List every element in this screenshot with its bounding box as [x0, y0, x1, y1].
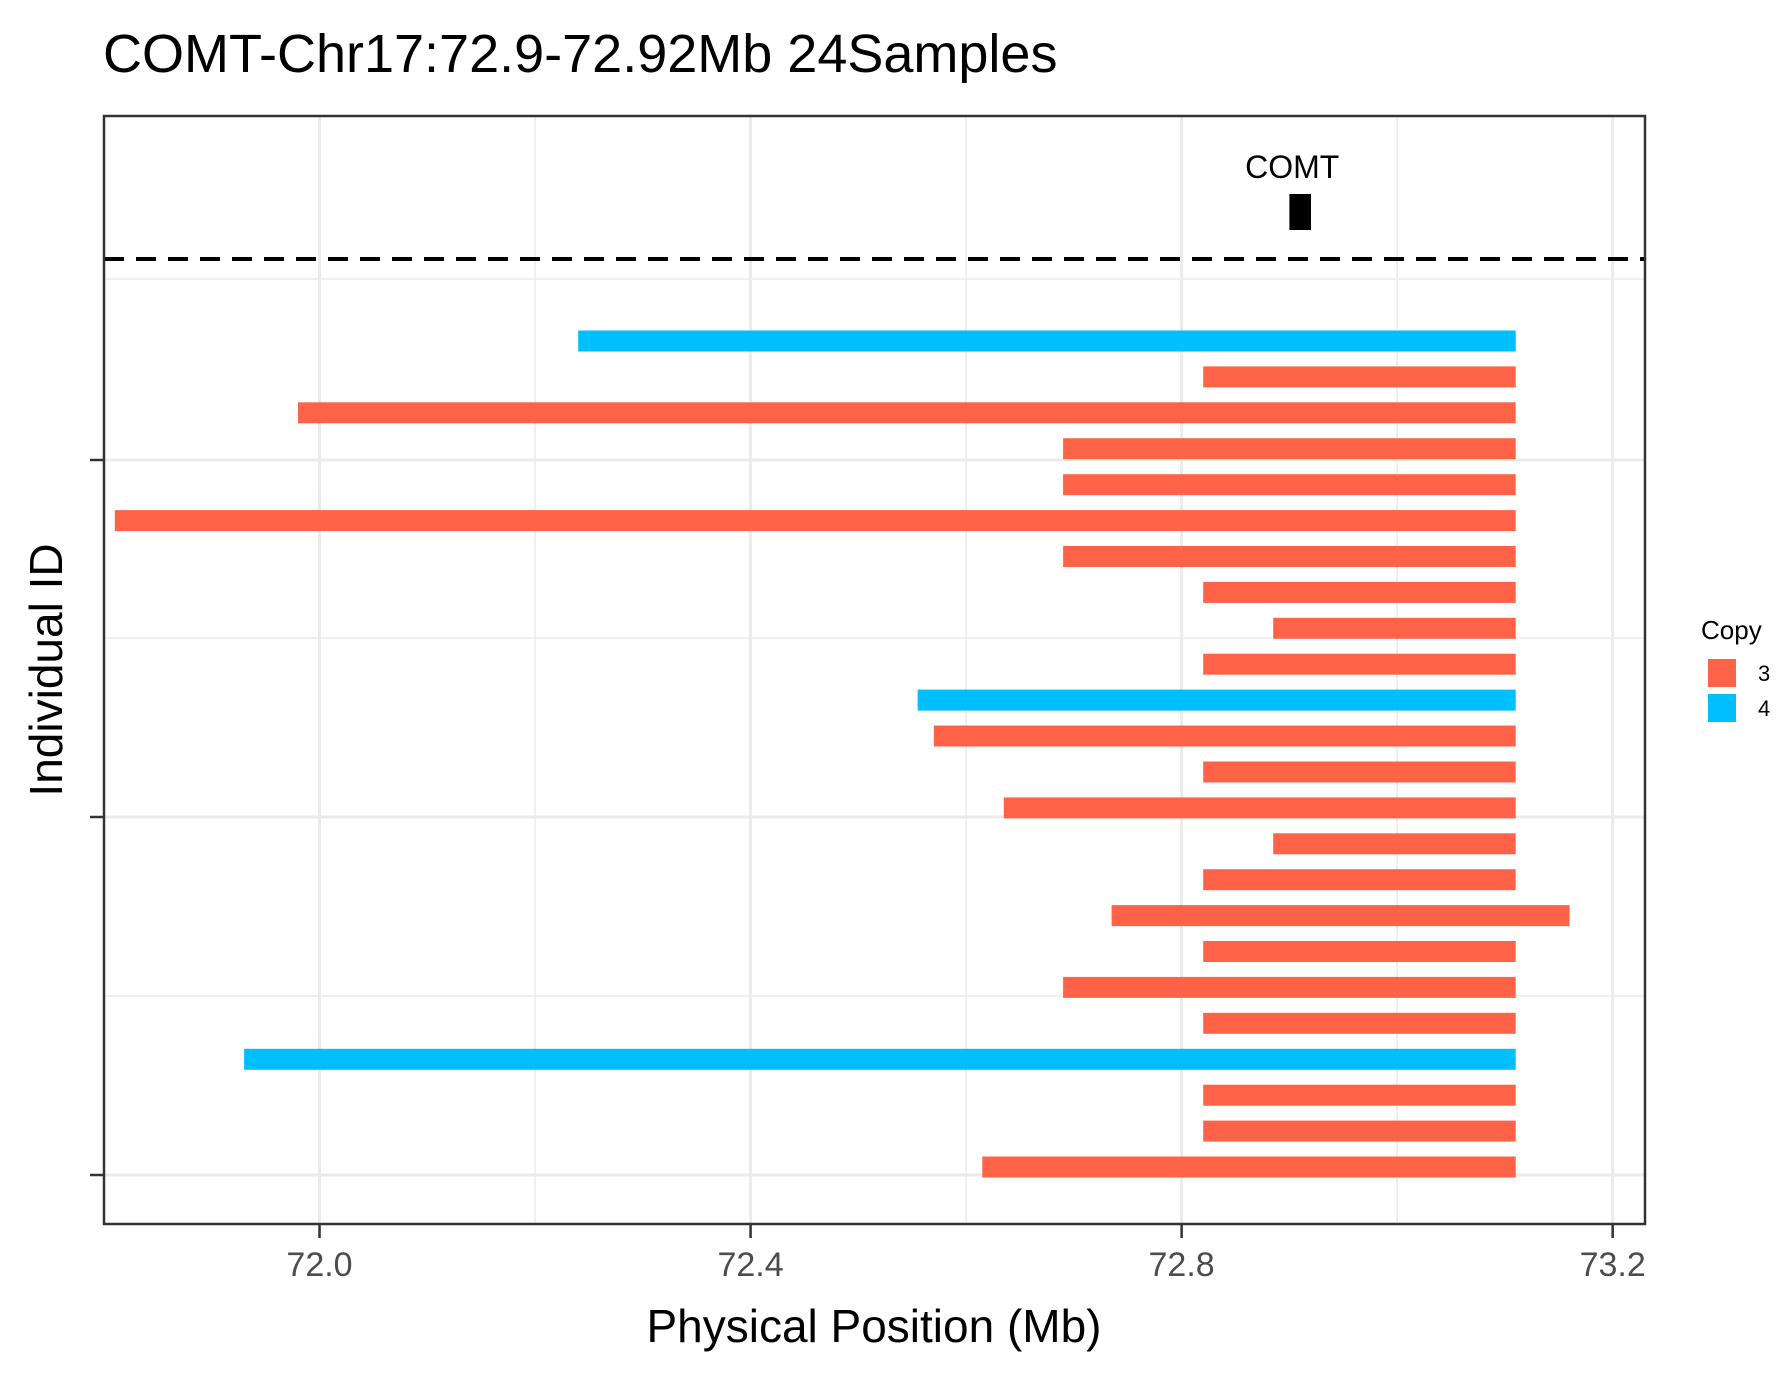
cnv-segment-copy-3 — [1063, 546, 1516, 567]
x-tick-label: 72.4 — [717, 1246, 783, 1284]
cnv-segment-copy-4 — [917, 689, 1516, 711]
cnv-segment-copy-3 — [1203, 1012, 1516, 1034]
axis-layer: 72.0 72.4 72.8 73.2 — [90, 458, 1646, 1284]
cnv-segment-copy-4 — [578, 330, 1516, 352]
cnv-segment-copy-3 — [1273, 617, 1516, 639]
cnv-segment-copy-4 — [244, 1048, 1516, 1070]
legend-items: 34 — [1708, 659, 1770, 722]
cnv-segment-copy-3 — [1063, 474, 1516, 496]
cnv-segment-copy-3 — [1203, 366, 1516, 388]
legend-title: Copy — [1701, 615, 1762, 645]
x-tick-label: 72.8 — [1149, 1246, 1215, 1284]
legend-swatch — [1708, 694, 1736, 722]
cnv-segment-copy-3 — [1203, 653, 1516, 675]
cnv-segment-copy-3 — [1063, 976, 1516, 998]
x-tick-label: 72.0 — [286, 1246, 352, 1284]
legend-label: 4 — [1758, 696, 1770, 721]
plot-panel-border — [102, 114, 1647, 1226]
segment-layer — [114, 330, 1570, 1178]
gene-mark-comt — [1289, 194, 1311, 230]
cnv-segment-copy-3 — [1203, 869, 1516, 891]
cnv-segment-copy-3 — [298, 402, 1516, 424]
cnv-segment-copy-3 — [1111, 905, 1570, 927]
gene-track: COMT — [1245, 149, 1339, 230]
x-axis-title: Physical Position (Mb) — [646, 1300, 1101, 1352]
legend: Copy 34 — [1701, 615, 1770, 722]
cnv-segment-copy-3 — [1203, 761, 1516, 783]
legend-label: 3 — [1758, 661, 1770, 686]
cnv-segment-copy-3 — [1203, 941, 1516, 962]
cnv-segment-copy-3 — [1273, 833, 1516, 855]
cnv-segment-copy-3 — [1003, 797, 1516, 819]
chart-title: COMT-Chr17:72.9-72.92Mb 24Samples — [103, 24, 1057, 84]
x-tick-label: 73.2 — [1580, 1246, 1646, 1284]
cnv-segment-copy-3 — [1063, 438, 1516, 460]
gene-label: COMT — [1245, 149, 1339, 185]
cnv-segment-copy-3 — [1203, 1084, 1516, 1106]
cnv-segment-copy-3 — [1203, 1120, 1516, 1142]
cnv-segment-copy-3 — [114, 510, 1516, 532]
legend-swatch — [1708, 659, 1736, 687]
cnv-segment-copy-3 — [933, 725, 1516, 747]
cnv-segment-copy-3 — [1203, 581, 1516, 603]
y-axis-title: Individual ID — [20, 543, 72, 796]
cnv-segment-copy-3 — [982, 1156, 1516, 1178]
